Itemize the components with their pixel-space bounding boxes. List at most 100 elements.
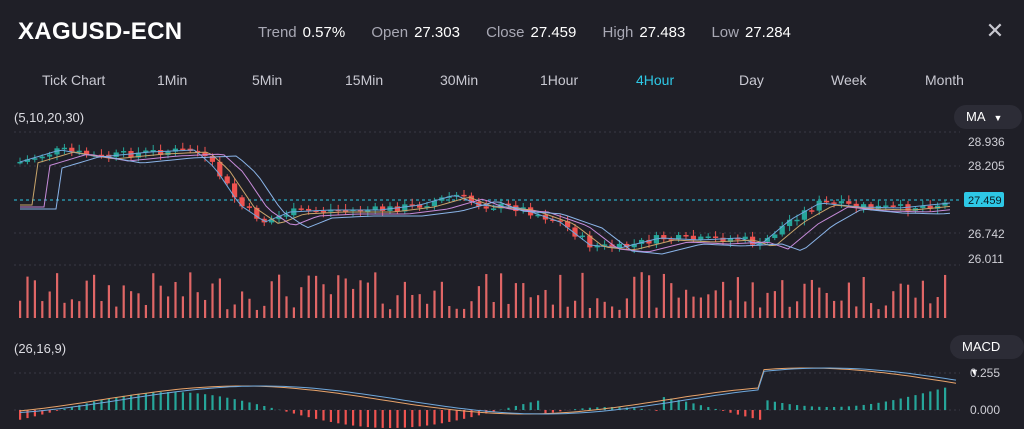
volume-bar	[233, 304, 236, 318]
volume-bar	[884, 305, 887, 318]
macd-params: (26,16,9)	[14, 341, 67, 356]
volume-bar	[685, 289, 688, 318]
macd-bar	[699, 405, 702, 410]
candle-body	[424, 206, 430, 208]
macd-bar	[189, 392, 192, 410]
tab-day[interactable]: Day	[739, 72, 764, 88]
tab-5min[interactable]: 5Min	[252, 72, 283, 88]
ma-select[interactable]: MA ▼	[954, 105, 1022, 129]
volume-bar	[226, 309, 229, 318]
candle-body	[217, 161, 223, 177]
volume-bar	[877, 309, 880, 318]
macd-bar	[529, 402, 532, 410]
macd-bar	[899, 398, 902, 410]
candle-body	[135, 152, 141, 158]
volume-bar	[492, 302, 495, 318]
macd-bar	[847, 406, 850, 410]
volume-bar	[870, 303, 873, 318]
macd-bar	[707, 407, 710, 410]
volume-bar	[699, 297, 702, 318]
close-icon[interactable]: ✕	[985, 18, 1005, 43]
tab-15min[interactable]: 15Min	[345, 72, 384, 88]
macd-bar	[692, 403, 695, 410]
candle-body	[254, 207, 260, 219]
tab-1hour[interactable]: 1Hour	[540, 72, 579, 88]
volume-bar	[329, 294, 332, 318]
candle-body	[720, 237, 726, 242]
chevron-down-icon: ▼	[993, 112, 1003, 123]
macd-bar	[810, 406, 813, 410]
volume-bar	[759, 307, 762, 318]
tab-tick-chart[interactable]: Tick Chart	[42, 72, 106, 88]
stat-value: 27.459	[530, 24, 577, 41]
macd-bar	[26, 410, 29, 419]
candle-body	[224, 176, 230, 184]
candle-body	[550, 219, 556, 221]
volume-bar	[633, 276, 636, 318]
volume-bar	[818, 287, 821, 318]
macd-bar	[315, 410, 318, 419]
volume-bar	[514, 283, 517, 318]
tab-week[interactable]: Week	[831, 72, 867, 88]
candle-body	[639, 239, 645, 244]
volume-bar	[677, 297, 680, 318]
tab-1min[interactable]: 1Min	[157, 72, 188, 88]
volume-bar	[255, 309, 258, 318]
macd-bar	[470, 410, 473, 418]
macd-bar	[537, 400, 540, 410]
volume-bar	[603, 301, 606, 318]
candle-body	[742, 236, 748, 240]
candle-body	[713, 236, 719, 238]
candle-body	[402, 204, 408, 212]
volume-bar	[840, 300, 843, 318]
macd-bar	[944, 387, 947, 410]
tab-month[interactable]: Month	[925, 72, 964, 88]
macd-select[interactable]: MACD ▼	[950, 335, 1024, 377]
price-tick: 26.011	[968, 252, 1004, 266]
volume-bar	[307, 275, 310, 318]
macd-select-label: MACD	[962, 339, 1001, 354]
macd-bar	[485, 410, 488, 414]
macd-bar	[292, 410, 295, 414]
volume-bar	[618, 309, 621, 318]
candle-body	[565, 221, 571, 228]
macd-bar	[418, 410, 421, 427]
macd-bar	[618, 407, 621, 410]
macd-bar	[781, 403, 784, 410]
candle-body	[883, 205, 889, 207]
volume-bar	[152, 273, 155, 318]
macd-bar	[152, 392, 155, 410]
macd-bar	[411, 410, 414, 428]
macd-bar	[714, 408, 717, 410]
volume-bar	[596, 298, 599, 318]
macd-bar	[818, 406, 821, 410]
ma-line	[20, 151, 951, 251]
candle-body	[764, 238, 770, 242]
macd-bar	[329, 410, 332, 422]
candle-body	[868, 204, 874, 209]
candle-body	[121, 151, 127, 153]
current-price-badge	[964, 192, 1004, 207]
macd-bar	[167, 392, 170, 410]
candle-body	[76, 150, 82, 153]
candle-body	[801, 210, 807, 220]
candle-body	[24, 159, 30, 162]
macd-bar	[936, 389, 939, 410]
volume-bar	[115, 306, 118, 318]
macd-bar	[803, 405, 806, 410]
candle-body	[698, 236, 704, 240]
tab-4hour[interactable]: 4Hour	[636, 72, 675, 88]
macd-bar	[204, 394, 207, 410]
candle-body	[69, 147, 75, 152]
candle-body	[602, 244, 608, 246]
macd-bar	[122, 395, 125, 410]
tab-30min[interactable]: 30Min	[440, 72, 479, 88]
candle-body	[195, 150, 201, 153]
stat-open: Open 27.303	[371, 24, 460, 41]
candle-body	[269, 219, 275, 223]
volume-bar	[278, 274, 281, 318]
macd-bar	[181, 392, 184, 410]
volume-bar	[803, 283, 806, 318]
volume-bar	[485, 274, 488, 318]
